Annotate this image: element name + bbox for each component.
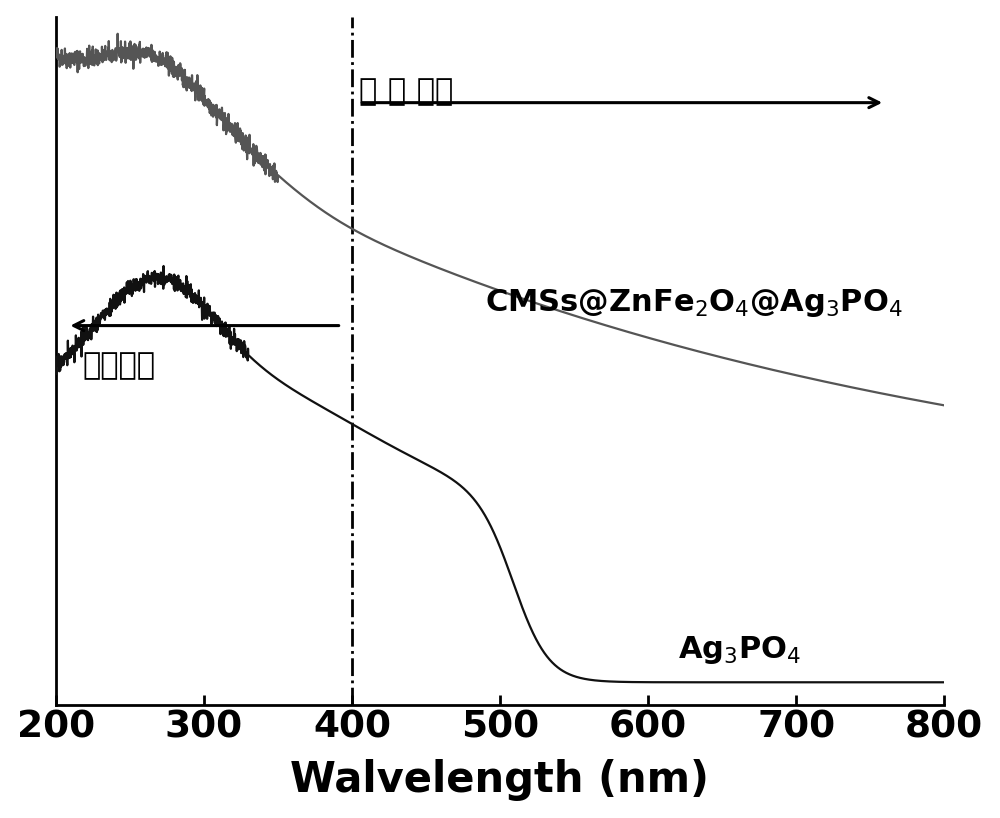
Text: CMSs@ZnFe$_2$O$_4$@Ag$_3$PO$_4$: CMSs@ZnFe$_2$O$_4$@Ag$_3$PO$_4$ bbox=[485, 287, 903, 319]
Text: Ag$_3$PO$_4$: Ag$_3$PO$_4$ bbox=[678, 635, 801, 667]
X-axis label: Walvelength (nm): Walvelength (nm) bbox=[290, 759, 710, 802]
Text: 可 见 光区: 可 见 光区 bbox=[359, 77, 454, 106]
Text: 紫外光区: 紫外光区 bbox=[82, 351, 155, 380]
